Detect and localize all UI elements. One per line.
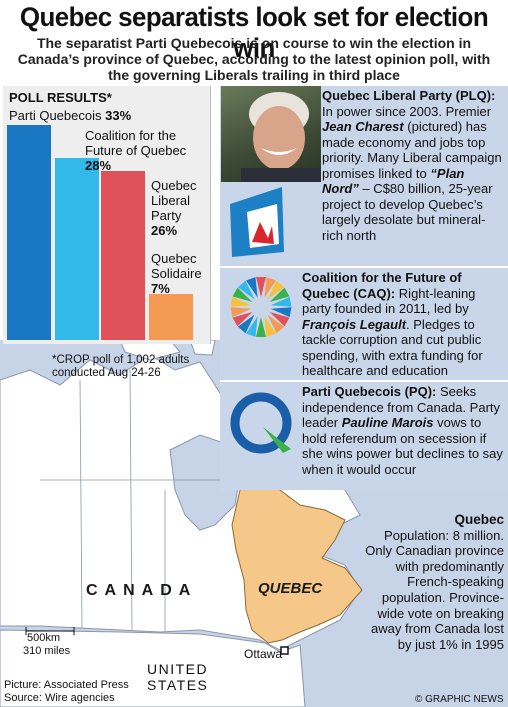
caq-petal <box>267 314 285 334</box>
caq-petal <box>264 277 276 298</box>
quebec-info-body: Population: 8 million. Only Canadian pro… <box>365 527 504 652</box>
province-borders <box>40 369 240 631</box>
party-separator <box>220 380 508 382</box>
caq-petal <box>270 307 292 318</box>
party-heading-plq: Quebec Liberal Party (PLQ): <box>322 88 496 103</box>
party-leader-caq: François Legault <box>302 316 407 332</box>
brand-credit: © GRAPHIC NEWS <box>415 694 504 705</box>
caq-petal <box>232 287 253 302</box>
caq-petal <box>269 312 290 327</box>
party-panel-caq: Coalition for the Future of Quebec (CAQ)… <box>220 268 508 380</box>
bar-1 <box>55 158 99 340</box>
bar-3 <box>149 294 193 340</box>
quebec-label: QUEBEC <box>258 580 323 597</box>
jean-charest-photo <box>221 86 321 182</box>
caq-petal <box>264 316 276 337</box>
bar-label-qs-line2: Solidaire <box>151 266 202 281</box>
caq-petal <box>230 296 252 307</box>
caq-petal <box>237 280 255 300</box>
ottawa-label: Ottawa <box>244 647 283 661</box>
party-leader-plq: Jean Charest <box>322 119 404 134</box>
plq-logo <box>230 187 284 257</box>
party-leader-pq: Pauline Marois <box>341 415 434 430</box>
bar-label-caq-line2: Future of Quebec <box>85 143 187 158</box>
bar-label-pq-value: 33% <box>105 108 132 123</box>
canada-label: CANADA <box>86 582 198 599</box>
us-landmass <box>0 629 306 707</box>
ottawa-marker <box>280 646 289 655</box>
caq-petal <box>246 277 258 298</box>
poll-panel: POLL RESULTS* Parti Quebecois 33% Coalit… <box>3 86 211 344</box>
party-heading-pq: Parti Quebecois (PQ): <box>302 384 437 399</box>
party-separator <box>220 266 508 268</box>
party-text-plq-1: In power since 2003. Premier <box>322 103 492 119</box>
headline: Quebec separatists look set for election… <box>19 2 489 63</box>
caq-petal <box>230 307 252 318</box>
bar-label-plq-line2: Liberal <box>151 193 191 208</box>
scale-km: 500km <box>27 632 61 644</box>
picture-credit: Picture: Associated Press <box>4 679 129 691</box>
bar-label-pq: Parti Quebecois 33% <box>9 108 131 123</box>
caq-petal <box>269 287 290 302</box>
pq-logo <box>230 392 292 454</box>
quebec-info: Quebec Population: 8 million. Only Canad… <box>342 512 504 652</box>
party-heading-caq: Coalition for the Future of Quebec (CAQ)… <box>302 270 462 301</box>
poll-footnote: *CROP poll of 1,002 adults conducted Aug… <box>52 354 190 379</box>
bar-label-plq-line3: Party <box>151 208 182 223</box>
party-text-plq-2: (pictured) has made economy and jobs top… <box>322 119 502 181</box>
party-text-pq-1: Seeks independence from Canada. Party le… <box>302 384 501 430</box>
portrait-graphic <box>241 92 321 182</box>
caq-petal <box>267 280 285 300</box>
quebec-info-heading: Quebec <box>454 512 504 527</box>
party-text-caq-2: . Pledges to tackle corruption and cut p… <box>302 316 483 379</box>
caq-petal <box>270 296 292 307</box>
scale-bar <box>25 627 75 635</box>
bar-label-qs-value: 7% <box>151 281 170 296</box>
scale-miles: 310 miles <box>23 645 71 657</box>
bar-label-plq-line1: Quebec <box>151 178 197 193</box>
party-panel-pq: Parti Quebecois (PQ): Seeks independence… <box>220 382 508 490</box>
caq-petal <box>237 314 255 334</box>
bar-0 <box>7 125 51 340</box>
us-label-line2: STATES <box>147 677 209 693</box>
bar-label-plq-value: 26% <box>151 223 178 238</box>
caq-logo <box>230 277 292 337</box>
bar-2 <box>101 171 145 340</box>
bar-label-qs-line1: Quebec <box>151 251 197 266</box>
party-text-plq-3: – C$80 billion, 25-year project to devel… <box>322 181 493 243</box>
bar-label-caq: Coalition for the Future of Quebec 28% <box>85 128 210 173</box>
bar-label-plq: Quebec Liberal Party 26% <box>151 178 197 238</box>
caq-petal <box>246 316 258 337</box>
quebec-province <box>231 474 363 644</box>
plan-nord: “Plan Nord” <box>322 165 465 197</box>
us-label-line1: UNITED <box>147 661 209 677</box>
subheadline: The separatist Parti Quebecois is on cou… <box>17 35 491 83</box>
party-text-pq-2: vows to hold referendum on secession if … <box>302 415 503 477</box>
party-text-pq: Parti Quebecois (PQ): Seeks independence… <box>302 384 504 477</box>
bar-label-caq-line1: Coalition for the <box>85 128 177 143</box>
party-text-caq-1: Right-leaning party founded in 2011, led… <box>302 285 476 317</box>
caq-petal <box>232 312 253 327</box>
caq-petal <box>256 277 266 297</box>
bar-label-caq-value: 28% <box>85 158 112 173</box>
party-text-plq: Quebec Liberal Party (PLQ): In power sin… <box>322 88 504 243</box>
party-text-caq: Coalition for the Future of Quebec (CAQ)… <box>302 270 504 379</box>
bar-label-qs: Quebec Solidaire 7% <box>151 251 202 296</box>
source-credit: Source: Wire agencies <box>4 692 115 704</box>
bar-label-pq-name: Parti Quebecois <box>9 108 102 123</box>
poll-title: POLL RESULTS* <box>9 90 112 105</box>
caq-petal <box>256 317 266 337</box>
